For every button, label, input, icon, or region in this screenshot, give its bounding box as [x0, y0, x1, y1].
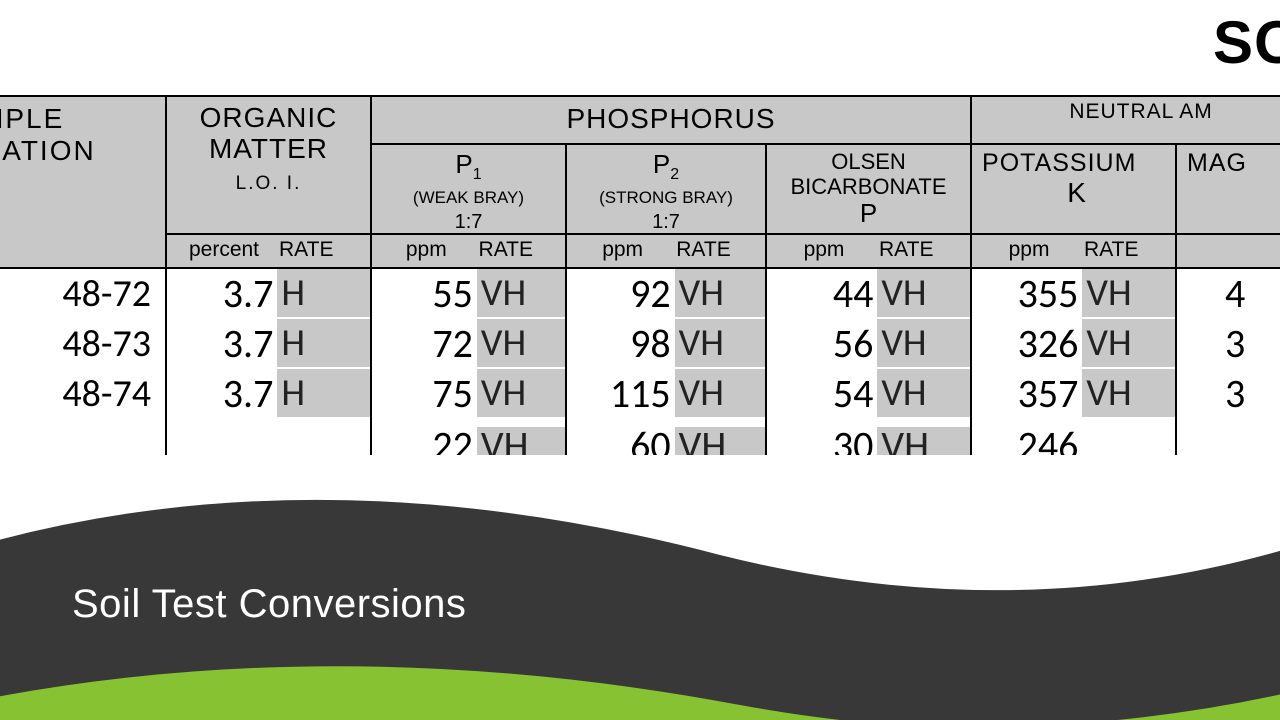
value: 22 — [372, 421, 477, 456]
rate: VH — [675, 319, 765, 367]
value: 30 — [767, 421, 877, 456]
value-rate-cell: 355VH — [971, 268, 1176, 319]
table-row: 48-743.7H75VH115VH54VH357VH3 — [0, 369, 1280, 419]
rate: VH — [675, 269, 765, 317]
value-rate-cell: 98VH — [566, 319, 766, 369]
rate: VH — [675, 369, 765, 417]
value-rate-cell: 326VH — [971, 319, 1176, 369]
col-sample-id: MPLE CATION — [0, 96, 166, 268]
rate: VH — [477, 319, 565, 367]
rate: VH — [877, 369, 970, 417]
rate — [1249, 269, 1280, 317]
col-group-neutral: NEUTRAL AM — [971, 96, 1280, 144]
col-group-phosphorus: PHOSPHORUS — [371, 96, 971, 144]
rate — [1249, 369, 1280, 417]
table-row: 22VH60VH30VH246 — [0, 419, 1280, 455]
value-rate-cell: 92VH — [566, 268, 766, 319]
rate: VH — [1082, 319, 1175, 367]
soil-analysis-table: MPLE CATION ORGANIC MATTER L.O. I. PHOSP… — [0, 95, 1280, 455]
rate — [277, 427, 370, 455]
value-rate-cell — [166, 419, 371, 455]
value-rate-cell: 44VH — [766, 268, 971, 319]
rate: VH — [877, 319, 970, 367]
value: 56 — [767, 319, 877, 368]
rate: H — [277, 319, 370, 367]
rate: VH — [477, 269, 565, 317]
value: 92 — [567, 269, 675, 318]
value: 4 — [1177, 269, 1249, 318]
value: 60 — [567, 421, 675, 456]
value: 3.7 — [167, 269, 277, 318]
rate: VH — [877, 427, 970, 455]
value: 357 — [972, 369, 1082, 418]
unit-k: ppmRATE — [971, 234, 1176, 268]
rate: VH — [877, 269, 970, 317]
value-rate-cell: 75VH — [371, 369, 566, 419]
page-title: SOIL AN — [1213, 8, 1280, 77]
value: 55 — [372, 269, 477, 318]
rate — [1249, 427, 1280, 455]
value: 355 — [972, 269, 1082, 318]
unit-mg: pp — [1176, 234, 1280, 268]
unit-p1: ppmRATE — [371, 234, 566, 268]
value: 44 — [767, 269, 877, 318]
value-rate-cell: 115VH — [566, 369, 766, 419]
rate — [1082, 427, 1175, 455]
col-potassium: POTASSIUM K — [971, 144, 1176, 234]
sample-id-cell: 48-74 — [0, 369, 166, 419]
rate: VH — [1082, 369, 1175, 417]
value: 246 — [972, 421, 1082, 456]
rate: VH — [675, 427, 765, 455]
value-rate-cell: 3.7H — [166, 268, 371, 319]
value-rate-cell: 56VH — [766, 319, 971, 369]
unit-olsen: ppmRATE — [766, 234, 971, 268]
value-rate-cell: 72VH — [371, 319, 566, 369]
value: 98 — [567, 319, 675, 368]
col-organic-matter: ORGANIC MATTER L.O. I. — [166, 96, 371, 234]
value-rate-cell: 30VH — [766, 419, 971, 455]
slide-caption: Soil Test Conversions — [72, 582, 466, 627]
value: 3.7 — [167, 319, 277, 368]
table-row: 48-733.7H72VH98VH56VH326VH3 — [0, 319, 1280, 369]
col-p2: P2 (STRONG BRAY) 1:7 — [566, 144, 766, 234]
value-rate-cell: 3.7H — [166, 319, 371, 369]
sample-id-cell: 48-72 — [0, 268, 166, 319]
rate: VH — [1082, 269, 1175, 317]
value: 72 — [372, 319, 477, 368]
value-rate-cell: 4 — [1176, 268, 1280, 319]
value-rate-cell: 60VH — [566, 419, 766, 455]
value-rate-cell: 54VH — [766, 369, 971, 419]
rate: VH — [477, 427, 565, 455]
value: 54 — [767, 369, 877, 418]
value-rate-cell: 22VH — [371, 419, 566, 455]
unit-om: percentRATE — [166, 234, 371, 268]
sample-id-cell: 48-73 — [0, 319, 166, 369]
col-p1: P1 (WEAK BRAY) 1:7 — [371, 144, 566, 234]
value-rate-cell: 55VH — [371, 268, 566, 319]
table-row: 48-723.7H55VH92VH44VH355VH4 — [0, 268, 1280, 319]
value-rate-cell: 246 — [971, 419, 1176, 455]
rate: H — [277, 269, 370, 317]
value: 3 — [1177, 319, 1249, 368]
value-rate-cell: 3 — [1176, 319, 1280, 369]
value-rate-cell — [1176, 419, 1280, 455]
value: 3.7 — [167, 369, 277, 418]
value: 326 — [972, 319, 1082, 368]
rate: H — [277, 369, 370, 417]
value-rate-cell: 3 — [1176, 369, 1280, 419]
value: 115 — [567, 369, 675, 418]
value-rate-cell: 357VH — [971, 369, 1176, 419]
rate: VH — [477, 369, 565, 417]
sample-id-cell — [0, 419, 166, 455]
value: 3 — [1177, 369, 1249, 418]
rate — [1249, 319, 1280, 367]
col-magnesium: MAG — [1176, 144, 1280, 234]
value: 75 — [372, 369, 477, 418]
unit-p2: ppmRATE — [566, 234, 766, 268]
col-olsen: OLSEN BICARBONATE P — [766, 144, 971, 234]
value-rate-cell: 3.7H — [166, 369, 371, 419]
